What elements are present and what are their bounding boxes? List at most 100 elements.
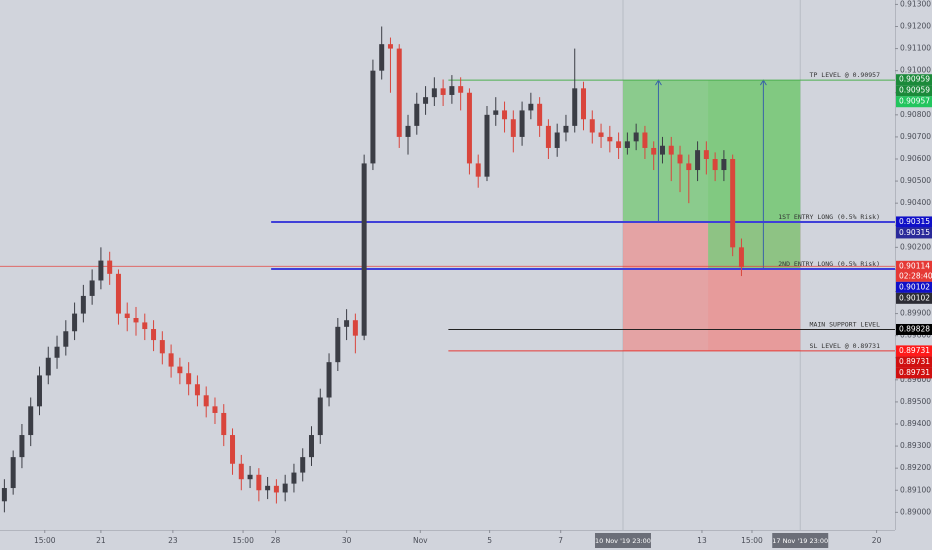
price-label-text: 0.89731 [899, 357, 930, 366]
level-label: 1ST ENTRY LONG (0.5% Risk) [778, 213, 880, 221]
candle-body [151, 329, 157, 341]
price-label-text: 0.89731 [899, 368, 930, 377]
candle-body [431, 88, 437, 98]
price-label: 0.90315 [896, 216, 932, 228]
loss-zone [708, 268, 801, 351]
price-label-text: 0.89731 [899, 346, 930, 355]
price-label: 0.90959 [896, 74, 932, 86]
candle-body [721, 159, 727, 171]
candle-body [659, 145, 665, 155]
candle-body [616, 141, 622, 148]
candle-body [581, 88, 587, 120]
x-tick-label: 15:00 [232, 536, 254, 545]
level-label: 2ND ENTRY LONG (0.5% Risk) [778, 260, 880, 268]
candle-body [10, 457, 16, 489]
price-label-text: 0.90959 [899, 75, 930, 84]
price-label: 0.89731 [896, 356, 932, 368]
y-tick-label: 0.89600 [900, 375, 931, 384]
candle-body [624, 141, 630, 148]
candle-body [194, 384, 200, 396]
candle-body [493, 110, 499, 115]
price-label-box [896, 216, 932, 228]
price-label-box [896, 85, 932, 97]
y-tick-label: 0.90800 [900, 110, 931, 119]
candle-body [738, 247, 744, 268]
y-tick-label: 0.89400 [900, 419, 931, 428]
candle-body [668, 145, 674, 155]
candle-body [458, 86, 464, 93]
candle-body [212, 406, 218, 413]
x-tick-label: 5 [487, 536, 492, 545]
candle-body [642, 132, 648, 148]
candle-body [528, 103, 534, 111]
candle-body [230, 435, 236, 464]
y-tick-label: 0.90500 [900, 176, 931, 185]
candle-body [98, 260, 104, 281]
countdown: 02:28:40 [899, 271, 932, 280]
candle-body [142, 322, 148, 330]
candle-body [379, 44, 385, 71]
y-tick-label: 0.89100 [900, 485, 931, 494]
candle-body [308, 435, 314, 458]
level-label: MAIN SUPPORT LEVEL [810, 320, 881, 328]
candle-body [449, 86, 455, 95]
candle-body [107, 260, 113, 274]
candle-body [89, 280, 95, 296]
price-label-box [896, 227, 932, 239]
profit-zone [708, 80, 801, 269]
candle-body [703, 150, 709, 159]
candle-body [352, 320, 358, 336]
y-tick-label: 0.91100 [900, 44, 931, 53]
candle-body [537, 103, 543, 126]
date-highlight-label: 10 Nov '19 23:00 [595, 537, 651, 545]
x-tick-label: 7 [558, 536, 563, 545]
price-label-box [896, 345, 932, 357]
candle-body [80, 295, 86, 314]
candle-body [256, 474, 262, 491]
candle-body [54, 346, 60, 358]
candle-body [177, 366, 183, 374]
candle-body [475, 163, 481, 177]
candle-body [423, 97, 429, 104]
candle-body [1, 488, 7, 502]
candle-body [677, 154, 683, 164]
y-tick-label: 0.90400 [900, 198, 931, 207]
price-label: 0.90957 [896, 96, 932, 108]
x-tick-label: Nov [413, 536, 428, 545]
candle-body [291, 472, 297, 484]
price-label-box [896, 74, 932, 86]
candle-body [282, 483, 288, 493]
candle-body [133, 318, 139, 323]
price-label: 0.90102 [896, 281, 932, 293]
price-label-text: 0.90315 [899, 217, 930, 226]
y-tick-label: 0.89800 [900, 331, 931, 340]
date-highlight-box [594, 533, 651, 548]
candle-body [72, 313, 78, 332]
price-label: 0.90102 [896, 292, 932, 304]
y-tick-label: 0.91000 [900, 66, 931, 75]
price-label-text: 0.90315 [899, 228, 930, 237]
candle-body [168, 353, 174, 367]
candle-body [414, 103, 420, 126]
candle-body [572, 88, 578, 126]
candle-body [545, 125, 551, 148]
y-tick-label: 0.89900 [900, 309, 931, 318]
price-label: 0.89731 [896, 345, 932, 357]
y-tick-label: 0.91200 [900, 22, 931, 31]
price-label-text: 0.90957 [899, 97, 930, 106]
candle-body [344, 320, 350, 327]
date-highlight-box [772, 533, 829, 548]
candle-body [238, 463, 244, 480]
candle-body [598, 132, 604, 137]
candle-body [265, 485, 271, 491]
price-label-text: 0.90102 [899, 293, 930, 302]
candle-body [115, 273, 121, 314]
candle-body [247, 474, 253, 480]
price-label-box [896, 281, 932, 293]
candle-body [686, 163, 692, 171]
candle-body [221, 412, 227, 436]
candle-body [396, 48, 402, 137]
candle-body [440, 88, 446, 95]
